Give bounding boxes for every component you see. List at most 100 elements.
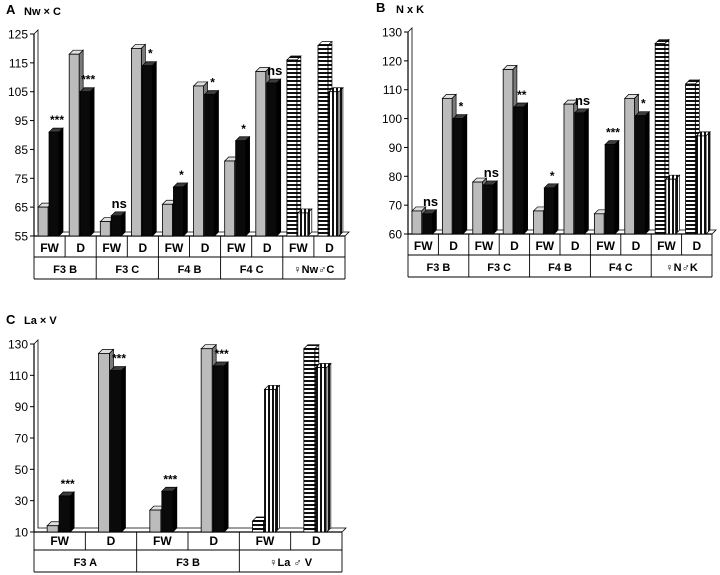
bar-side-face — [705, 131, 711, 235]
significance-label: * — [641, 97, 646, 111]
bar — [79, 86, 95, 237]
bar-side-face — [245, 135, 250, 237]
bar — [421, 208, 438, 235]
x-tick-label: D — [76, 241, 85, 255]
panel-letter: B — [376, 0, 385, 15]
bar-front-face — [411, 210, 423, 235]
group-label: ♀N♂K — [665, 262, 697, 274]
group-label: F4 B — [178, 264, 202, 276]
bar-side-face — [275, 384, 280, 533]
group-label: F3 C — [115, 264, 139, 276]
bar — [286, 55, 302, 237]
y-tick-label: 110 — [383, 83, 402, 97]
bar-side-face — [121, 365, 126, 533]
y-tick-label: 95 — [15, 114, 29, 128]
x-tick-label: FW — [414, 239, 433, 253]
bar — [452, 113, 468, 235]
panel-letter: A — [6, 2, 16, 17]
y-tick-label: 125 — [8, 28, 28, 42]
significance-label: * — [179, 168, 184, 182]
bar-front-face — [79, 91, 91, 237]
significance-label: ** — [517, 88, 527, 102]
significance-label: * — [210, 76, 215, 90]
bar-front-face — [235, 140, 247, 237]
panel-title: N x K — [396, 4, 424, 16]
bar-front-face — [58, 495, 71, 533]
bar — [314, 362, 332, 533]
significance-label: * — [459, 100, 464, 114]
bar-front-face — [193, 85, 204, 237]
group-label: F3 B — [53, 264, 77, 276]
x-tick-label: FW — [596, 239, 615, 253]
bar-front-face — [46, 525, 59, 533]
bar-front-face — [502, 69, 514, 235]
significance-label: ns — [575, 93, 590, 108]
bar-front-face — [162, 203, 173, 237]
bar-front-face — [204, 94, 215, 237]
y-tick-label: 90 — [15, 400, 29, 414]
bar-front-face — [68, 53, 80, 237]
bar-side-face — [338, 86, 344, 237]
panel-title: Nw × C — [24, 6, 61, 18]
group-label: F3 B — [426, 262, 450, 274]
bar-side-face — [584, 107, 589, 235]
x-tick-label: D — [632, 239, 641, 253]
y-tick-label: 85 — [15, 143, 29, 157]
bar-front-face — [212, 365, 225, 533]
y-tick-label: 110 — [9, 369, 28, 383]
x-tick-label: D — [312, 534, 321, 548]
bar-front-face — [173, 186, 184, 237]
bar-front-face — [141, 65, 153, 237]
bar-front-face — [149, 509, 162, 533]
bar — [513, 102, 529, 235]
y-tick-label: 115 — [9, 56, 28, 70]
bar-front-face — [563, 103, 575, 235]
bar — [109, 365, 127, 533]
group-label: ♀La ♂ V — [269, 557, 312, 569]
significance-label: ns — [423, 194, 438, 209]
x-tick-label: D — [209, 534, 218, 548]
bar-front-face — [264, 389, 276, 533]
y-tick-label: 30 — [15, 494, 29, 508]
x-tick-label: FW — [475, 239, 494, 253]
group-label: F4 C — [609, 262, 633, 274]
bar-side-face — [172, 486, 178, 533]
bar — [172, 182, 189, 237]
bar-side-face — [69, 491, 75, 533]
bar-front-face — [543, 187, 555, 235]
bar — [141, 60, 158, 237]
x-tick-label: FW — [50, 534, 69, 548]
bar-front-face — [266, 82, 278, 237]
bar-side-face — [307, 208, 313, 237]
bar-side-face — [223, 361, 229, 533]
bar — [212, 361, 230, 533]
group-label: F3 A — [74, 557, 97, 569]
significance-label: *** — [215, 347, 229, 361]
bar — [604, 139, 620, 235]
significance-label: ns — [484, 165, 499, 180]
bar-side-face — [675, 174, 680, 235]
x-tick-label: FW — [102, 241, 121, 255]
group-label: F4 C — [240, 264, 264, 276]
bar-front-face — [286, 59, 298, 237]
bar-front-face — [422, 213, 433, 235]
panel-title: La × V — [24, 315, 57, 327]
bar-front-face — [472, 181, 483, 235]
bar-side-face — [492, 180, 498, 235]
x-tick-label: D — [139, 241, 148, 255]
bar — [482, 180, 499, 235]
bar-side-face — [120, 210, 126, 237]
bar-front-face — [98, 352, 110, 533]
x-tick-label: D — [325, 241, 334, 255]
panel-b: B N x K 60 70 80 90 100 110 120 130 FW ns D * F3 B FW ns… — [376, 0, 717, 278]
significance-label: *** — [81, 73, 95, 87]
group-label: ♀Nw♂C — [293, 264, 334, 276]
x-tick-label: FW — [535, 239, 554, 253]
y-tick-label: 130 — [8, 338, 28, 352]
x-tick-label: FW — [227, 241, 246, 255]
bar-front-face — [317, 45, 329, 237]
bar-side-face — [214, 89, 219, 237]
significance-label: *** — [606, 126, 620, 140]
significance-label: *** — [163, 472, 177, 486]
axis-wall — [33, 339, 347, 533]
